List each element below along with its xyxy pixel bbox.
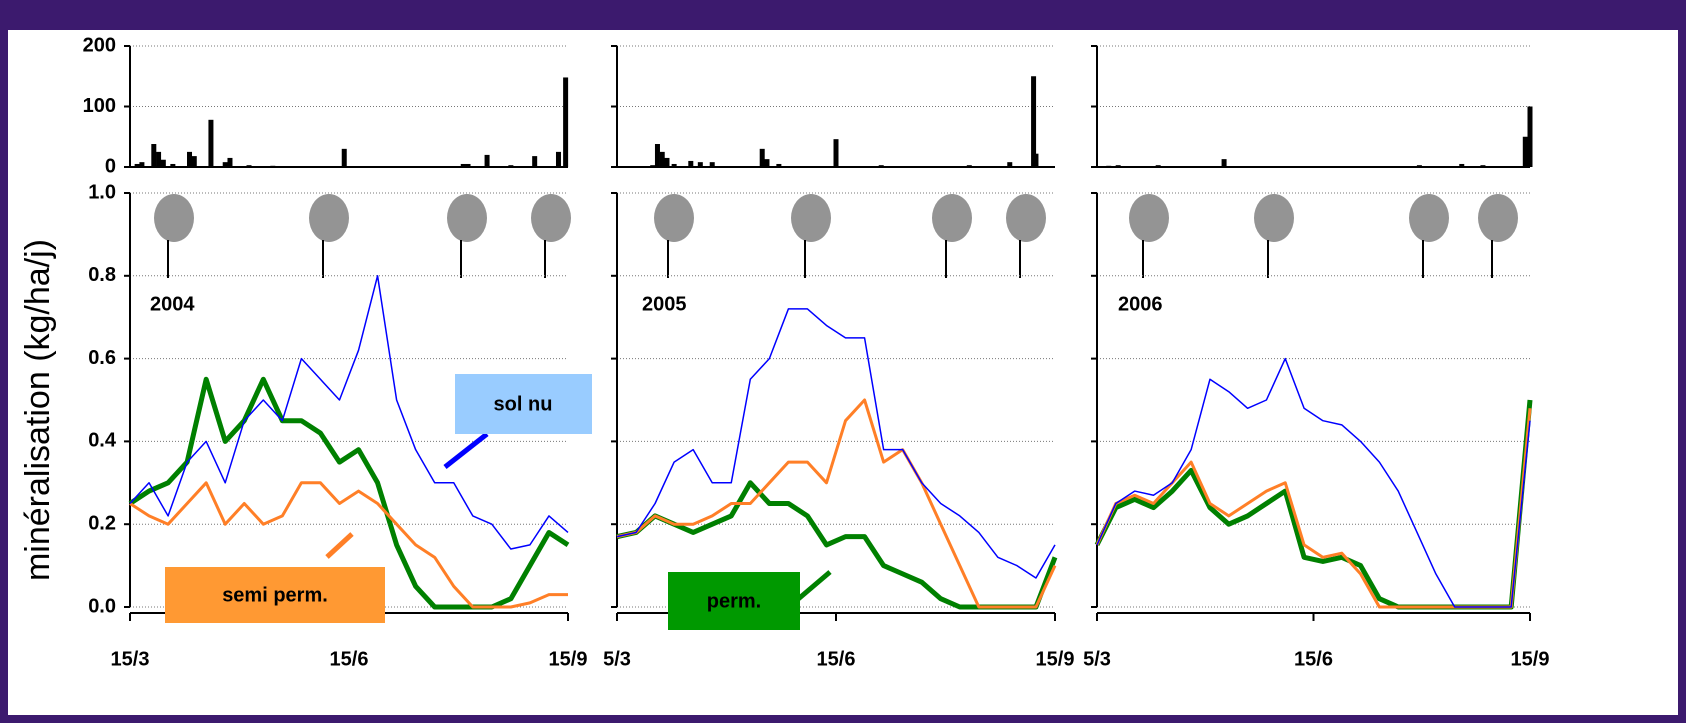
rain-bar — [191, 156, 197, 167]
rain-bar — [654, 144, 660, 167]
x-tick-label: 15/3 — [111, 648, 150, 670]
series-line — [1096, 357, 1531, 608]
rain-bar — [878, 165, 884, 167]
rain-bar — [759, 148, 765, 167]
rain-bar — [460, 163, 466, 167]
vine-icon — [1006, 194, 1046, 242]
vine-icon — [654, 194, 694, 242]
y-tick-label: 0.2 — [88, 512, 116, 534]
y-tick-label: 200 — [83, 34, 116, 56]
rain-bar — [222, 162, 228, 167]
rain-bar — [671, 163, 677, 167]
vine-icon — [1129, 194, 1169, 242]
rain-bar — [709, 162, 715, 167]
rain-bar — [341, 148, 347, 167]
x-tick-label: 15/6 — [1294, 648, 1333, 670]
rain-bar — [776, 163, 782, 167]
rain-bar — [1416, 165, 1422, 167]
y-axis-label: minéralisation (kg/ha/j) — [19, 239, 57, 581]
rain-bar — [1480, 165, 1486, 167]
series-line — [616, 398, 1057, 609]
x-tick-label: 15/6 — [817, 648, 856, 670]
rain-bar — [160, 159, 166, 167]
rain-bar — [1031, 76, 1037, 167]
x-tick-label: 5/3 — [603, 648, 631, 670]
y-tick-label: 0 — [105, 155, 116, 177]
callout-box — [455, 374, 592, 434]
year-label: 2005 — [642, 293, 687, 315]
vine-icon — [309, 194, 349, 242]
y-tick-label: 0.8 — [88, 264, 116, 286]
x-tick-label: 15/9 — [1036, 648, 1075, 670]
rain-bar — [484, 154, 490, 167]
rain-bar — [650, 165, 656, 167]
rain-bar — [833, 139, 839, 167]
vine-icon — [932, 194, 972, 242]
rain-bar — [508, 165, 514, 167]
rain-bar — [1221, 159, 1227, 167]
vine-icon — [1409, 194, 1449, 242]
x-tick-label: 15/9 — [549, 648, 588, 670]
rain-bar — [688, 160, 694, 167]
rain-bar — [966, 165, 972, 167]
y-tick-label: 0.4 — [88, 430, 117, 452]
rain-bar — [227, 157, 233, 167]
rain-bar — [555, 151, 561, 167]
rain-bar — [532, 156, 538, 167]
series-label: semi perm. — [222, 584, 328, 606]
rain-bar — [1522, 136, 1528, 167]
rain-bar — [170, 163, 176, 167]
vine-icon — [531, 194, 571, 242]
y-tick-label: 1.0 — [88, 181, 116, 203]
callout-line — [443, 432, 489, 469]
rain-bar — [1115, 165, 1121, 167]
rain-bar — [764, 159, 770, 167]
vine-icon — [791, 194, 831, 242]
year-label: 2006 — [1118, 293, 1163, 315]
rain-bar — [270, 165, 276, 167]
rain-bar — [1007, 162, 1013, 167]
vine-icon — [447, 194, 487, 242]
rain-bar — [187, 151, 193, 167]
rain-bar — [156, 151, 162, 167]
rain-bar — [1527, 106, 1533, 167]
rain-bar — [151, 144, 157, 167]
x-tick-label: 15/6 — [330, 648, 369, 670]
year-label: 2004 — [150, 293, 195, 315]
x-tick-label: 5/3 — [1083, 648, 1111, 670]
series-label: sol nu — [494, 393, 553, 415]
callout-box — [668, 572, 800, 630]
rain-bar — [1155, 165, 1161, 167]
series-line — [129, 275, 569, 550]
rain-bar — [1033, 153, 1039, 167]
y-tick-label: 0.6 — [88, 347, 116, 369]
rain-bar — [208, 119, 214, 167]
vine-icon — [1478, 194, 1518, 242]
rain-bar — [664, 157, 670, 167]
rain-bar — [134, 163, 140, 167]
vine-icon — [154, 194, 194, 242]
y-tick-label: 0.0 — [88, 595, 116, 617]
series-label: perm. — [707, 590, 761, 612]
callout-line — [325, 532, 354, 559]
vine-icon — [1254, 194, 1294, 242]
rain-bar — [139, 162, 145, 167]
series-line — [129, 481, 568, 609]
rain-bar — [659, 151, 665, 167]
series-line — [616, 308, 1056, 579]
x-tick-label: 15/9 — [1511, 648, 1550, 670]
callout-box — [165, 567, 385, 623]
y-tick-label: 100 — [83, 95, 116, 117]
vine-stage-icons — [154, 194, 1518, 278]
rain-bar — [563, 77, 569, 167]
rain-bar — [246, 165, 252, 167]
rain-bar — [1459, 163, 1465, 167]
rain-bar — [697, 162, 703, 167]
rain-bar — [465, 163, 471, 167]
rain-bar — [1106, 165, 1112, 167]
